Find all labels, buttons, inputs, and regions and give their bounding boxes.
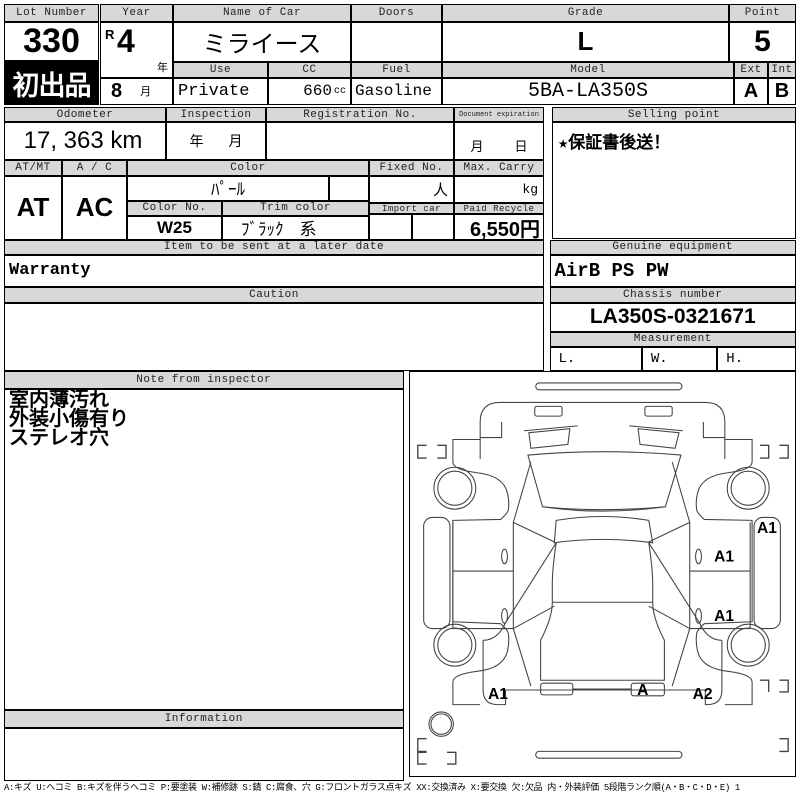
svg-text:A: A <box>637 682 648 699</box>
svg-text:A1: A1 <box>714 608 734 625</box>
svg-text:A1: A1 <box>757 520 777 537</box>
svg-text:A1: A1 <box>714 548 734 565</box>
svg-text:A2: A2 <box>693 686 713 703</box>
svg-text:A1: A1 <box>488 686 508 703</box>
